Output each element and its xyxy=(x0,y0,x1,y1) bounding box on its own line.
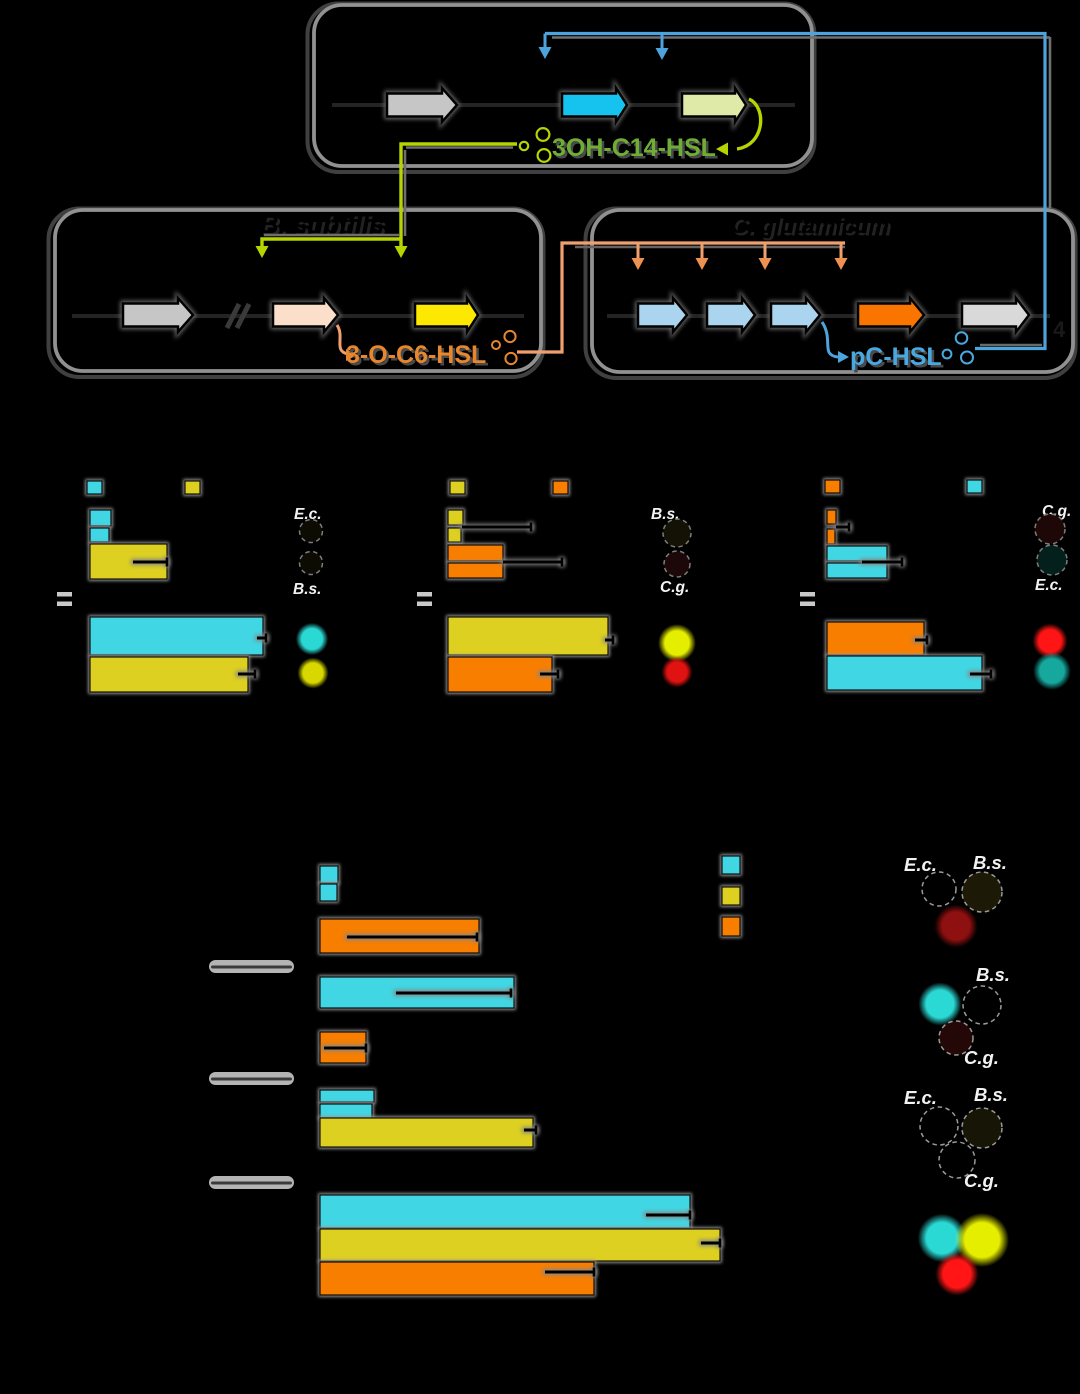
svg-text:E.c.: E.c. xyxy=(904,854,937,875)
svg-text:B. subtilis: B. subtilis xyxy=(262,212,386,242)
svg-text:C. glutamicum: C. glutamicum xyxy=(733,215,891,241)
svg-text:B.s.: B.s. xyxy=(651,506,679,523)
svg-text:pC-HSL: pC-HSL xyxy=(850,343,942,371)
svg-text:C.g.: C.g. xyxy=(660,579,689,596)
svg-text:4: 4 xyxy=(1053,317,1066,342)
svg-text:C.g.: C.g. xyxy=(964,1047,999,1068)
svg-text:E.c.: E.c. xyxy=(1035,577,1063,594)
svg-text:pC-HSL: pC-HSL xyxy=(853,346,945,374)
svg-text:E.c.: E.c. xyxy=(904,1087,937,1108)
svg-text:B.s.: B.s. xyxy=(293,581,321,598)
svg-text:3-O-C6-HSL: 3-O-C6-HSL xyxy=(346,341,486,369)
svg-text:B.s.: B.s. xyxy=(976,964,1010,985)
svg-text:3OH-C14-HSL: 3OH-C14-HSL xyxy=(552,134,716,162)
svg-text:C.g.: C.g. xyxy=(964,1170,999,1191)
svg-text:3-O-C6-HSL: 3-O-C6-HSL xyxy=(349,344,489,372)
svg-text:3OH-C14-HSL: 3OH-C14-HSL xyxy=(555,137,719,165)
svg-text:B.s.: B.s. xyxy=(973,852,1007,873)
svg-text:B.s.: B.s. xyxy=(974,1084,1008,1105)
svg-text:E.c.: E.c. xyxy=(294,506,322,523)
svg-text:C. glutamicum: C. glutamicum xyxy=(731,212,889,238)
